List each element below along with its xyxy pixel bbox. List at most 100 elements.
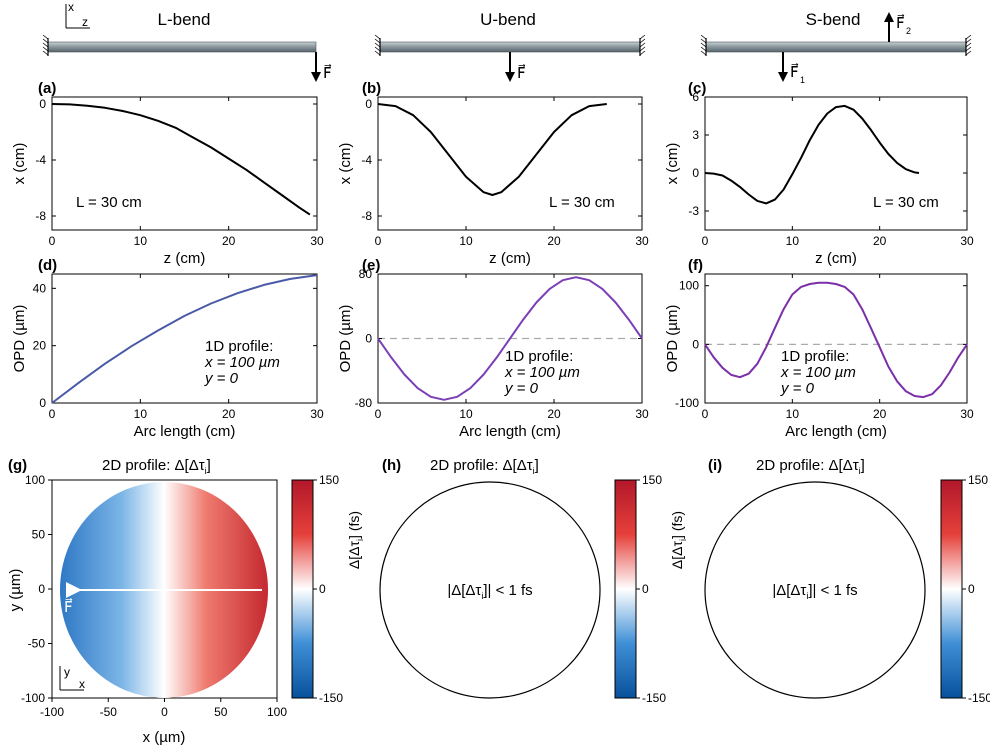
panel-label-i: (i) xyxy=(708,457,722,474)
colorbar-tick-label: 0 xyxy=(319,582,326,596)
y-tick-label: 100 xyxy=(679,279,699,293)
series-line xyxy=(377,103,607,196)
x-tick-label: 30 xyxy=(960,407,974,421)
plot-d: 0 10 20 30 40 20 0 Arc length (cm) OPD (µm) xyxy=(11,273,324,440)
y-axis-label: OPD (µm) xyxy=(337,305,354,373)
x-tick-label: 0 xyxy=(49,407,56,421)
note-line-1: 1D profile: xyxy=(205,338,273,355)
force2-label: F⃗ xyxy=(896,13,905,32)
colorbar-tick-label: -150 xyxy=(319,691,343,705)
clamp-hatch xyxy=(639,34,646,56)
y-axis-label: x (cm) xyxy=(11,143,28,185)
y-tick-label: 100 xyxy=(25,473,45,487)
note-line-2: x = 100 µm xyxy=(504,364,580,381)
note-line-1: 1D profile: xyxy=(505,348,573,365)
plot-b: 0 10 20 30 0 -4 -8 z (cm) x (cm) xyxy=(337,96,649,267)
panel-label-e: (e) xyxy=(362,257,380,274)
note-length-b: L = 30 cm xyxy=(549,194,615,211)
force-label-g: F⃗ xyxy=(64,597,73,616)
x-tick-label: 10 xyxy=(459,407,473,421)
y-tick-label: 3 xyxy=(692,128,699,142)
x-tick-label: 0 xyxy=(375,234,382,248)
note-line-1: 1D profile: xyxy=(781,348,849,365)
colorbar-gradient xyxy=(940,479,963,699)
panel-g: (g) 2D profile: Δ[Δτi] F⃗ y x -100 -50 0 50… xyxy=(7,457,287,746)
x-tick-label: 30 xyxy=(960,234,974,248)
x-tick-label: 10 xyxy=(786,234,800,248)
plot-frame xyxy=(377,96,643,231)
profile-disk-h xyxy=(379,481,601,699)
colorbar-tick-label: -150 xyxy=(968,691,990,705)
x-axis-label: z (cm) xyxy=(489,250,531,267)
y-tick-label: 0 xyxy=(39,97,46,111)
title-u-bend: U-bend xyxy=(480,10,536,29)
x-axis-label: Arc length (cm) xyxy=(785,423,887,440)
axis-x-label: x xyxy=(79,677,85,691)
force-label: F⃗ xyxy=(323,63,332,82)
x-tick-label: 30 xyxy=(635,234,649,248)
colorbar-tick-label: 0 xyxy=(642,582,649,596)
profile-disk-i xyxy=(704,481,926,699)
x-tick-label: -50 xyxy=(100,705,118,719)
x-tick-label: 20 xyxy=(873,407,887,421)
y-tick-label: 0 xyxy=(38,582,45,596)
axis-z-label: z xyxy=(82,15,88,29)
series-line xyxy=(51,274,318,404)
force-arrow-s2: F⃗ 2 xyxy=(884,12,911,42)
force-arrow-u: F⃗ xyxy=(505,52,526,82)
y-tick-label: -50 xyxy=(28,637,46,651)
y-tick-label: 0 xyxy=(692,337,699,351)
x-tick-label: 10 xyxy=(134,407,148,421)
colorbar-label: Δ[Δτi] (fs) xyxy=(346,511,365,569)
panel-label-d: (d) xyxy=(38,257,57,274)
y-tick-label: -8 xyxy=(361,209,372,223)
colorbar-tick-label: 0 xyxy=(968,582,975,596)
force-arrow-l: F⃗ xyxy=(311,52,332,82)
ticks-g: -100 -50 0 50 100 100 50 0 -50 -100 xyxy=(21,473,287,719)
y-tick-label: 40 xyxy=(33,281,47,295)
y-tick-label: 0 xyxy=(39,396,46,410)
note-line-3: y = 0 xyxy=(780,380,815,397)
y-tick-label: -80 xyxy=(355,396,373,410)
y-tick-label: 20 xyxy=(33,339,47,353)
colorbar-tick-label: -150 xyxy=(642,691,666,705)
x-tick-label: 20 xyxy=(873,234,887,248)
y-tick-label: -3 xyxy=(688,204,699,218)
panel-label-a: (a) xyxy=(38,80,56,97)
clamp-hatch xyxy=(965,34,972,56)
y-tick-label: -100 xyxy=(21,691,45,705)
series-line xyxy=(704,281,968,399)
y-tick-label: 50 xyxy=(32,528,46,542)
line-plots: 0 10 20 300-4-8z (cm)x (cm)0 10 20 300-4-8z (c… xyxy=(11,90,974,440)
title-s-bend: S-bend xyxy=(806,10,861,29)
x-tick-label: 20 xyxy=(222,407,236,421)
panel-title-h: 2D profile: Δ[Δτi] xyxy=(430,457,539,476)
plot-frame xyxy=(51,96,318,231)
panel-label-c: (c) xyxy=(688,80,706,97)
note-line-3: y = 0 xyxy=(504,380,539,397)
series-line xyxy=(704,104,920,205)
panel-title-g: 2D profile: Δ[Δτi] xyxy=(102,457,211,476)
colorbar-tick-label: 150 xyxy=(319,473,339,487)
force1-sub: 1 xyxy=(800,75,805,85)
note-line-2: x = 100 µm xyxy=(780,364,856,381)
plot-frame xyxy=(51,273,318,404)
y-tick-label: 0 xyxy=(365,97,372,111)
x-tick-label: 10 xyxy=(459,234,473,248)
y-tick-label: -100 xyxy=(675,396,699,410)
beam-body xyxy=(379,41,641,53)
force-label: F⃗ xyxy=(517,63,526,82)
y-tick-label: -8 xyxy=(35,209,46,223)
y-axis-label: OPD (µm) xyxy=(664,305,681,373)
colorbar-gradient xyxy=(614,479,637,699)
title-l-bend: L-bend xyxy=(158,10,211,29)
xlabel-g: x (µm) xyxy=(143,729,186,746)
note-profile-f: 1D profile: x = 100 µm y = 0 xyxy=(780,348,856,397)
y-axis-label: x (cm) xyxy=(337,143,354,185)
x-tick-label: 20 xyxy=(547,234,561,248)
beam-body xyxy=(705,41,967,53)
clamp-hatch xyxy=(700,34,707,56)
